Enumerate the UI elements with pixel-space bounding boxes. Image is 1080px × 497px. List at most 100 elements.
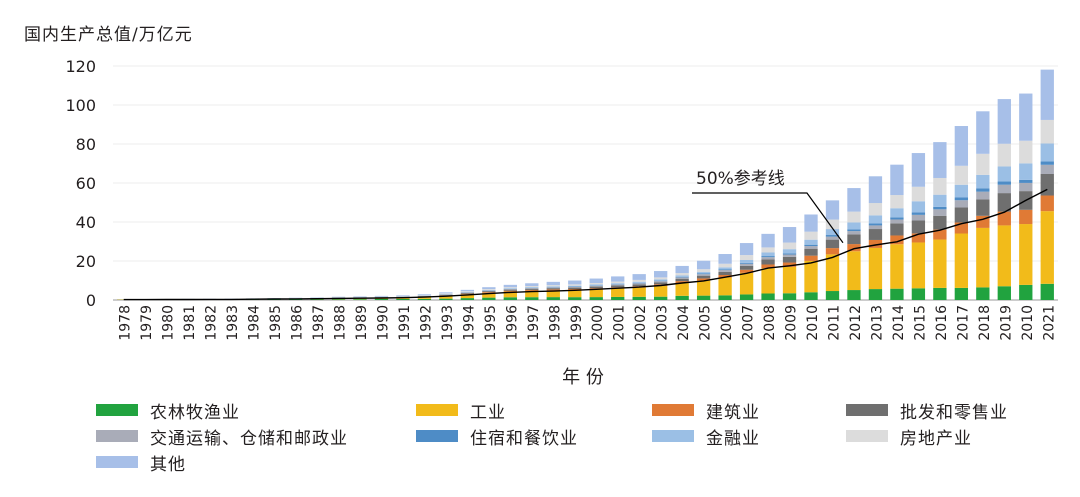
legend-swatch <box>652 430 694 442</box>
bar-segment <box>675 265 689 274</box>
bar-segment <box>804 231 818 240</box>
bar-segment <box>1019 179 1033 183</box>
bar-segment <box>868 203 883 216</box>
bar-segment <box>696 280 711 296</box>
bar-segment <box>868 223 883 226</box>
bar-segment <box>911 153 926 187</box>
bar-segment <box>911 214 926 221</box>
legend-item: 房地产业 <box>846 425 972 449</box>
legend-item: 金融业 <box>652 425 760 449</box>
legend-item: 工业 <box>416 399 506 423</box>
x-tick-label: 2010 <box>1020 305 1036 341</box>
bar-segment <box>589 289 603 298</box>
bar-segment <box>782 266 797 294</box>
bar-segment <box>804 246 818 249</box>
bar-segment <box>1040 161 1054 165</box>
bar-segment <box>589 285 603 287</box>
bar-segment <box>890 223 904 236</box>
bar-segment <box>482 291 496 293</box>
legend-label: 房地产业 <box>900 428 972 449</box>
x-tick-label: 1987 <box>311 305 327 341</box>
legend-label: 交通运输、仓储和邮政业 <box>150 428 348 449</box>
bar-segment <box>439 298 453 300</box>
legend-swatch <box>96 456 138 468</box>
bar-segment <box>374 295 389 297</box>
y-tick-labels: 0 20 40 60 80 100 120 <box>65 57 96 310</box>
bar-segment <box>546 297 560 300</box>
bar-segment <box>847 231 861 235</box>
bar-segment <box>611 281 625 284</box>
bar-segment <box>847 211 861 223</box>
bar-segment <box>847 290 861 300</box>
bar-segment <box>589 297 603 300</box>
bar-segment <box>696 260 711 270</box>
bar-segment <box>761 268 775 294</box>
bar-segment <box>933 209 947 216</box>
bar-segment <box>1040 119 1054 144</box>
bar-segment <box>739 259 754 263</box>
x-tick-label: 2000 <box>590 305 606 341</box>
x-tick-label: 1989 <box>354 305 370 341</box>
bar-segment <box>482 287 496 290</box>
bar-segment <box>868 289 883 300</box>
bar-segment <box>718 270 732 272</box>
bar-segment <box>954 126 969 166</box>
bar-segment <box>568 284 582 286</box>
x-tick-label: 2007 <box>741 305 757 341</box>
bar-segment <box>568 286 582 288</box>
bar-segment <box>933 229 947 240</box>
bar-segment <box>632 281 646 283</box>
bar-segment <box>654 296 668 300</box>
x-tick-label: 2001 <box>612 305 628 341</box>
bar-segment <box>739 255 754 260</box>
bar-segment <box>546 289 560 291</box>
bar-segment <box>997 99 1011 144</box>
x-tick-label: 1980 <box>161 305 177 341</box>
bar-segment <box>718 269 732 271</box>
bar-segment <box>696 295 711 300</box>
bar-segment <box>782 227 797 243</box>
bar-segment <box>439 294 453 296</box>
bar-segment <box>632 274 646 280</box>
bar-segment <box>675 277 689 279</box>
bar-segment <box>632 296 646 300</box>
bar-segment <box>1019 209 1033 225</box>
bar-segment <box>761 256 775 258</box>
bar-segment <box>890 195 904 209</box>
bar-segment <box>761 264 775 269</box>
bar-segment <box>632 283 646 285</box>
bar-segment <box>546 288 560 290</box>
bar-segment <box>503 289 517 290</box>
bar-segment <box>546 290 560 298</box>
bar-segment <box>976 227 990 288</box>
x-tick-label: 1997 <box>526 305 542 341</box>
reference-line-leader <box>692 192 844 244</box>
bar-segment <box>954 207 969 223</box>
bar-segment <box>825 248 840 255</box>
bar-segment <box>288 299 303 300</box>
bar-segment <box>374 299 389 300</box>
bar-segment <box>782 253 797 255</box>
bar-segment <box>847 229 861 232</box>
bar-segment <box>546 285 560 287</box>
bar-segment <box>954 197 969 201</box>
bar-segment <box>718 267 732 270</box>
bar-segment <box>954 222 969 234</box>
x-tick-label: 1979 <box>139 305 155 341</box>
bar-segment <box>825 291 840 300</box>
bar-segment <box>1019 284 1033 300</box>
bar-segment <box>739 269 754 273</box>
bar-segment <box>825 219 840 230</box>
y-tick-label: 40 <box>76 213 96 232</box>
bar-segment <box>890 244 904 289</box>
legend-swatch <box>96 430 138 442</box>
bar-segment <box>868 239 883 248</box>
bar-segment <box>997 184 1011 194</box>
bar-segment <box>417 294 432 296</box>
y-tick-label: 20 <box>76 252 96 271</box>
bar-segment <box>868 176 883 204</box>
bar-segment <box>976 174 990 189</box>
x-tick-label: 2006 <box>719 305 735 341</box>
bar-segment <box>568 285 582 287</box>
reference-line: 50%参考线 <box>123 169 1048 301</box>
